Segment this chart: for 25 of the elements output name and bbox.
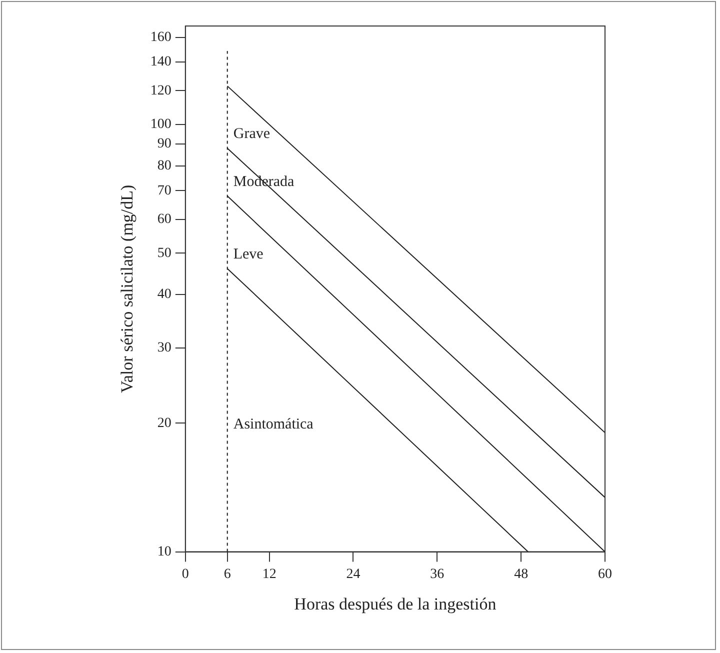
annotation: Grave: [233, 126, 270, 142]
annotation: Asintomática: [233, 416, 314, 432]
x-axis-title: Horas después de la ingestión: [294, 594, 497, 614]
x-tick-label: 6: [224, 566, 231, 582]
y-tick-label: 10: [157, 544, 172, 560]
x-tick-label: 12: [262, 566, 276, 582]
x-tick-label: 36: [430, 566, 444, 582]
y-tick-label: 120: [150, 83, 172, 98]
x-tick-label: 0: [182, 566, 189, 582]
y-tick-label: 30: [157, 340, 172, 356]
y-tick-label: 40: [157, 287, 172, 302]
y-tick-label: 80: [157, 158, 172, 174]
x-tick-label: 48: [514, 566, 528, 582]
y-tick-label: 90: [157, 136, 172, 152]
y-tick-label: 70: [157, 183, 172, 198]
annotation: Leve: [233, 246, 264, 263]
y-tick-label: 60: [157, 212, 172, 227]
y-axis-title: Valor sérico salicilato (mg/dL): [118, 184, 137, 393]
y-tick-label: 20: [157, 416, 172, 431]
y-tick-label: 50: [157, 246, 172, 261]
y-tick-label: 140: [150, 54, 172, 70]
y-tick-label: 100: [150, 117, 172, 132]
y-tick-label: 160: [150, 30, 172, 45]
x-tick-label: 24: [346, 566, 360, 582]
x-tick-label: 60: [598, 566, 612, 582]
